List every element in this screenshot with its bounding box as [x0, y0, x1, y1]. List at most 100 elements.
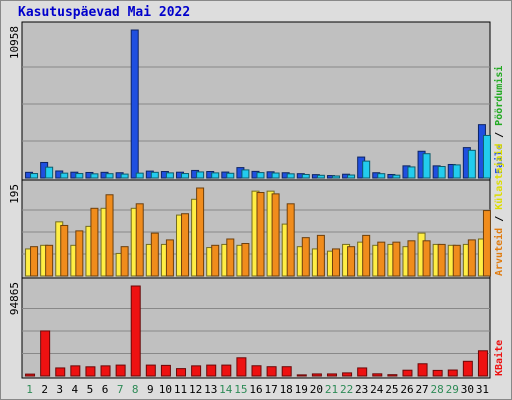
x-tick-label: 18	[280, 383, 293, 396]
bar-top-2-day-24	[377, 173, 386, 179]
bar-middle-2-day-27	[422, 240, 431, 277]
bar-middle-2-day-6	[105, 194, 114, 277]
bar-top-2-day-1	[30, 173, 39, 179]
panel-top-background	[21, 21, 491, 181]
bar-bottom-1-day-5	[85, 366, 96, 377]
bar-bottom-1-day-22	[342, 372, 353, 377]
x-tick-label: 17	[264, 383, 277, 396]
x-tick-label: 24	[370, 383, 384, 396]
bar-bottom-1-day-24	[372, 373, 383, 377]
bar-top-1-day-8	[130, 29, 139, 179]
x-tick-label: 23	[355, 383, 368, 396]
x-tick-label: 8	[132, 383, 139, 396]
bar-top-2-day-2	[45, 166, 54, 179]
bar-middle-2-day-13	[211, 244, 220, 277]
bar-bottom-1-day-31	[477, 350, 488, 377]
bar-top-2-day-18	[286, 173, 295, 179]
bar-middle-2-day-8	[135, 203, 144, 277]
bar-middle-2-day-10	[165, 239, 174, 277]
x-tick-label: 3	[56, 383, 63, 396]
legend-faile: Faile	[493, 144, 505, 174]
x-tick-label: 12	[189, 383, 202, 396]
bar-bottom-1-day-3	[55, 367, 66, 377]
bar-bottom-1-day-21	[326, 373, 337, 377]
legend-poordumisi: Pöördumisi	[493, 66, 505, 126]
x-tick-label: 29	[446, 383, 459, 396]
chart-title: Kasutuspäevad Mai 2022	[18, 5, 191, 20]
bar-top-2-day-15	[241, 169, 250, 179]
bar-top-2-day-9	[150, 171, 159, 179]
bar-bottom-1-day-4	[70, 365, 81, 377]
bar-middle-2-day-16	[256, 192, 265, 277]
bar-middle-2-day-28	[437, 243, 446, 277]
legend-separator: /	[494, 126, 505, 144]
x-tick-label: 15	[234, 383, 247, 396]
legend-separator: /	[494, 210, 505, 228]
bar-middle-2-day-18	[286, 203, 295, 277]
x-tick-label: 20	[310, 383, 323, 396]
bar-bottom-1-day-14	[221, 364, 232, 377]
x-tick-label: 28	[431, 383, 444, 396]
x-tick-label: 19	[295, 383, 308, 396]
bar-bottom-1-day-28	[432, 369, 443, 377]
bar-top-2-day-17	[271, 172, 280, 179]
bar-top-2-day-23	[362, 160, 371, 179]
x-tick-label: 22	[340, 383, 353, 396]
bar-bottom-1-day-17	[266, 366, 277, 377]
x-tick-label: 14	[219, 383, 233, 396]
x-tick-label: 9	[147, 383, 154, 396]
panel-top-max-label: 10958	[8, 26, 21, 59]
bar-middle-2-day-9	[150, 232, 159, 277]
x-tick-label: 11	[174, 383, 187, 396]
bar-top-2-day-22	[347, 174, 356, 179]
x-tick-label: 16	[249, 383, 262, 396]
bar-bottom-1-day-13	[206, 364, 217, 377]
x-tick-label: 27	[415, 383, 428, 396]
bar-middle-2-day-21	[331, 248, 340, 277]
bar-bottom-1-day-19	[296, 374, 307, 377]
bar-middle-2-day-29	[452, 244, 461, 277]
bar-bottom-1-day-11	[176, 368, 187, 377]
legend-kulastajaid: Külastajaid	[493, 144, 505, 210]
bar-top-2-day-4	[75, 173, 84, 179]
bar-bottom-1-day-12	[191, 365, 202, 377]
bar-bottom-1-day-1	[25, 373, 36, 377]
bar-top-2-day-12	[196, 171, 205, 179]
bar-bottom-1-day-2	[40, 330, 51, 377]
bar-middle-2-day-17	[271, 193, 280, 277]
bar-top-2-day-29	[452, 164, 461, 179]
side-legend-middle: Arvuteid / Külastajaid	[493, 144, 505, 276]
bar-middle-2-day-31	[482, 210, 491, 277]
bar-bottom-1-day-29	[447, 369, 458, 377]
bar-bottom-1-day-15	[236, 357, 247, 377]
bar-middle-2-day-25	[392, 241, 401, 277]
bar-middle-2-day-15	[241, 243, 250, 277]
panel-middle-max-label: 195	[8, 184, 21, 204]
bar-bottom-1-day-26	[402, 369, 413, 377]
bar-middle-2-day-5	[90, 207, 99, 277]
bar-middle-2-day-19	[301, 237, 310, 277]
bar-top-2-day-5	[90, 173, 99, 179]
bar-bottom-1-day-10	[160, 364, 171, 377]
x-tick-label: 21	[325, 383, 338, 396]
bar-top-2-day-30	[467, 149, 476, 179]
bar-top-2-day-8	[135, 172, 144, 179]
bar-top-2-day-11	[181, 173, 190, 179]
bar-middle-2-day-22	[347, 246, 356, 277]
bar-top-2-day-28	[437, 166, 446, 179]
x-tick-label: 7	[117, 383, 124, 396]
panel-bottom-background	[21, 277, 491, 379]
bar-top-2-day-14	[226, 172, 235, 179]
bar-top-2-day-13	[211, 172, 220, 179]
bar-middle-2-day-11	[181, 213, 190, 277]
bar-top-2-day-16	[256, 172, 265, 179]
side-legend-top: Faile / Pöördumisi	[493, 66, 505, 174]
bar-bottom-1-day-9	[145, 364, 156, 377]
bar-middle-2-day-23	[362, 234, 371, 277]
bar-top-2-day-7	[120, 173, 129, 179]
bar-top-2-day-10	[165, 172, 174, 179]
bar-middle-2-day-7	[120, 246, 129, 277]
bar-top-2-day-25	[392, 174, 401, 179]
x-tick-label: 13	[204, 383, 217, 396]
